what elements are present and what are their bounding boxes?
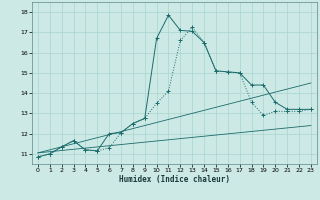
X-axis label: Humidex (Indice chaleur): Humidex (Indice chaleur) [119,175,230,184]
